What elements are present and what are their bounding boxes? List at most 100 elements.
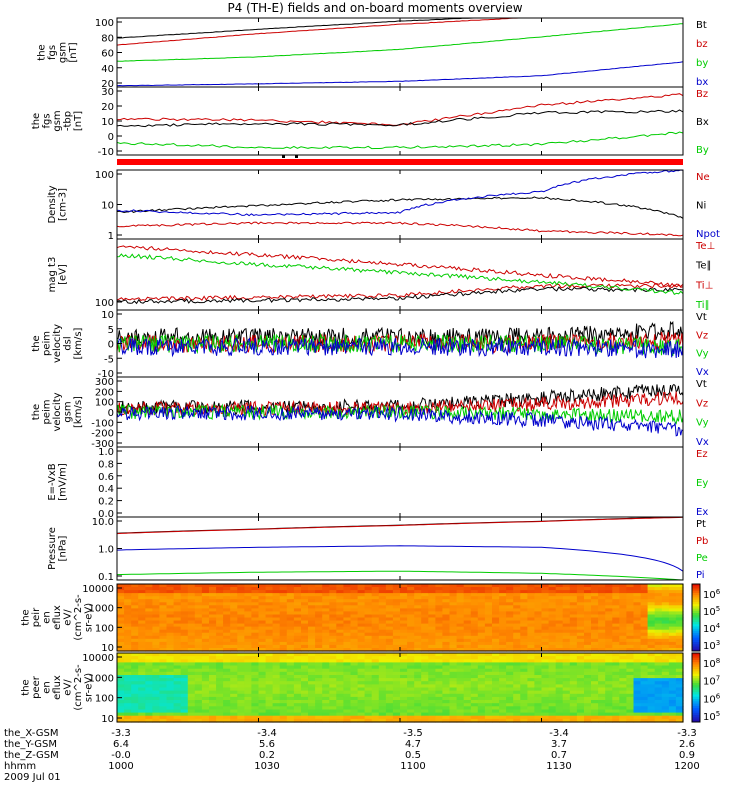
- spectrogram-cell: [513, 593, 521, 597]
- spectrogram-cell: [499, 653, 507, 657]
- spectrogram-cell: [138, 715, 146, 720]
- spectrogram-cell: [640, 638, 649, 643]
- spectrogram-cell: [534, 693, 543, 698]
- spectrogram-cell: [477, 656, 486, 660]
- spectrogram-cell: [138, 662, 146, 667]
- spectrogram-cell: [534, 718, 543, 723]
- spectrogram-cell: [265, 706, 274, 710]
- spectrogram-cell: [541, 700, 550, 704]
- spectrogram-cell: [201, 715, 210, 720]
- spectrogram-cell: [258, 665, 267, 670]
- spectrogram-cell: [647, 681, 656, 685]
- spectrogram-cell: [541, 590, 550, 594]
- spectrogram-cell: [576, 696, 585, 701]
- spectrogram-cell: [216, 602, 224, 606]
- spectrogram-cell: [244, 690, 253, 695]
- spectrogram-cell: [435, 681, 444, 685]
- spectrogram-cell: [357, 690, 366, 695]
- spectrogram-cell: [301, 605, 309, 609]
- spectrogram-cell: [492, 599, 500, 603]
- spectrogram-cell: [654, 715, 663, 720]
- spectrogram-cell: [584, 675, 592, 679]
- spectrogram-cell: [612, 584, 620, 588]
- spectrogram-cell: [640, 626, 649, 631]
- spectrogram-cell: [392, 665, 401, 670]
- spectrogram-cell: [279, 684, 288, 689]
- spectrogram-cell: [435, 690, 444, 695]
- series-line-te⊥: [116, 283, 684, 301]
- spectrogram-cell: [633, 590, 642, 594]
- spectrogram-cell: [470, 644, 479, 649]
- spectrogram-cell: [428, 641, 436, 646]
- spectrogram-cell: [152, 599, 161, 603]
- spectrogram-cell: [343, 684, 352, 689]
- spectrogram-cell: [223, 584, 231, 588]
- spectrogram-cell: [605, 690, 613, 695]
- spectrogram-cell: [124, 687, 132, 692]
- spectrogram-cell: [513, 678, 521, 682]
- spectrogram-cell: [442, 638, 451, 643]
- spectrogram-cell: [131, 638, 139, 643]
- spectrogram-cell: [513, 712, 521, 717]
- spectrogram-cell: [520, 590, 528, 594]
- spectrogram-cell: [442, 715, 451, 720]
- spectrogram-cell: [272, 659, 281, 663]
- colorbar-cell: [692, 689, 700, 693]
- spectrogram-cell: [237, 709, 245, 714]
- spectrogram-cell: [329, 623, 337, 628]
- spectrogram-cell: [371, 693, 380, 698]
- spectrogram-cell: [357, 681, 366, 685]
- spectrogram-cell: [336, 614, 344, 619]
- spectrogram-cell: [414, 696, 422, 701]
- spectrogram-cell: [647, 632, 656, 637]
- spectrogram-cell: [407, 709, 415, 714]
- spectrogram-cell: [237, 693, 245, 698]
- spectrogram-cell: [534, 706, 543, 710]
- spectrogram-cell: [421, 641, 429, 646]
- spectrogram-cell: [187, 700, 196, 704]
- spectrogram-cell: [152, 593, 161, 597]
- spectrogram-cell: [661, 641, 670, 646]
- spectrogram-cell: [675, 602, 684, 606]
- spectrogram-cell: [166, 644, 175, 649]
- spectrogram-cell: [138, 638, 146, 643]
- spectrogram-cell: [223, 687, 231, 692]
- spectrogram-cell: [322, 684, 330, 689]
- spectrogram-cell: [463, 706, 472, 710]
- spectrogram-cell: [591, 690, 599, 695]
- spectrogram-cell: [421, 712, 429, 717]
- spectrogram-cell: [661, 690, 670, 695]
- spectrogram-cell: [159, 687, 168, 692]
- spectrogram-cell: [315, 593, 323, 597]
- spectrogram-cell: [322, 584, 330, 588]
- spectrogram-cell: [506, 605, 514, 609]
- spectrogram-cell: [619, 709, 627, 714]
- spectrogram-cell: [279, 656, 288, 660]
- spectrogram-cell: [534, 593, 543, 597]
- spectrogram-cell: [223, 681, 231, 685]
- spectrogram-cell: [477, 659, 486, 663]
- spectrogram-cell: [159, 715, 168, 720]
- spectrogram-cell: [569, 644, 578, 649]
- series-line-bx: [116, 61, 684, 87]
- spectrogram-cell: [293, 587, 302, 591]
- footer-value: 1100: [400, 761, 426, 772]
- spectrogram-cell: [180, 665, 189, 670]
- spectrogram-cell: [124, 620, 132, 625]
- spectrogram-cell: [513, 629, 521, 634]
- spectrogram-cell: [392, 587, 401, 591]
- spectrogram-cell: [209, 635, 217, 640]
- spectrogram-cell: [336, 638, 344, 643]
- spectrogram-cell: [619, 662, 627, 667]
- spectrogram-cell: [499, 684, 507, 689]
- spectrogram-cell: [407, 687, 415, 692]
- spectrogram-cell: [265, 681, 274, 685]
- spectrogram-cell: [640, 602, 649, 606]
- spectrogram-cell: [173, 620, 182, 625]
- spectrogram-cell: [647, 602, 656, 606]
- spectrogram-cell: [400, 626, 408, 631]
- spectrogram-cell: [640, 709, 649, 714]
- spectrogram-cell: [506, 681, 514, 685]
- spectrogram-cell: [194, 718, 203, 723]
- spectrogram-cell: [675, 696, 684, 701]
